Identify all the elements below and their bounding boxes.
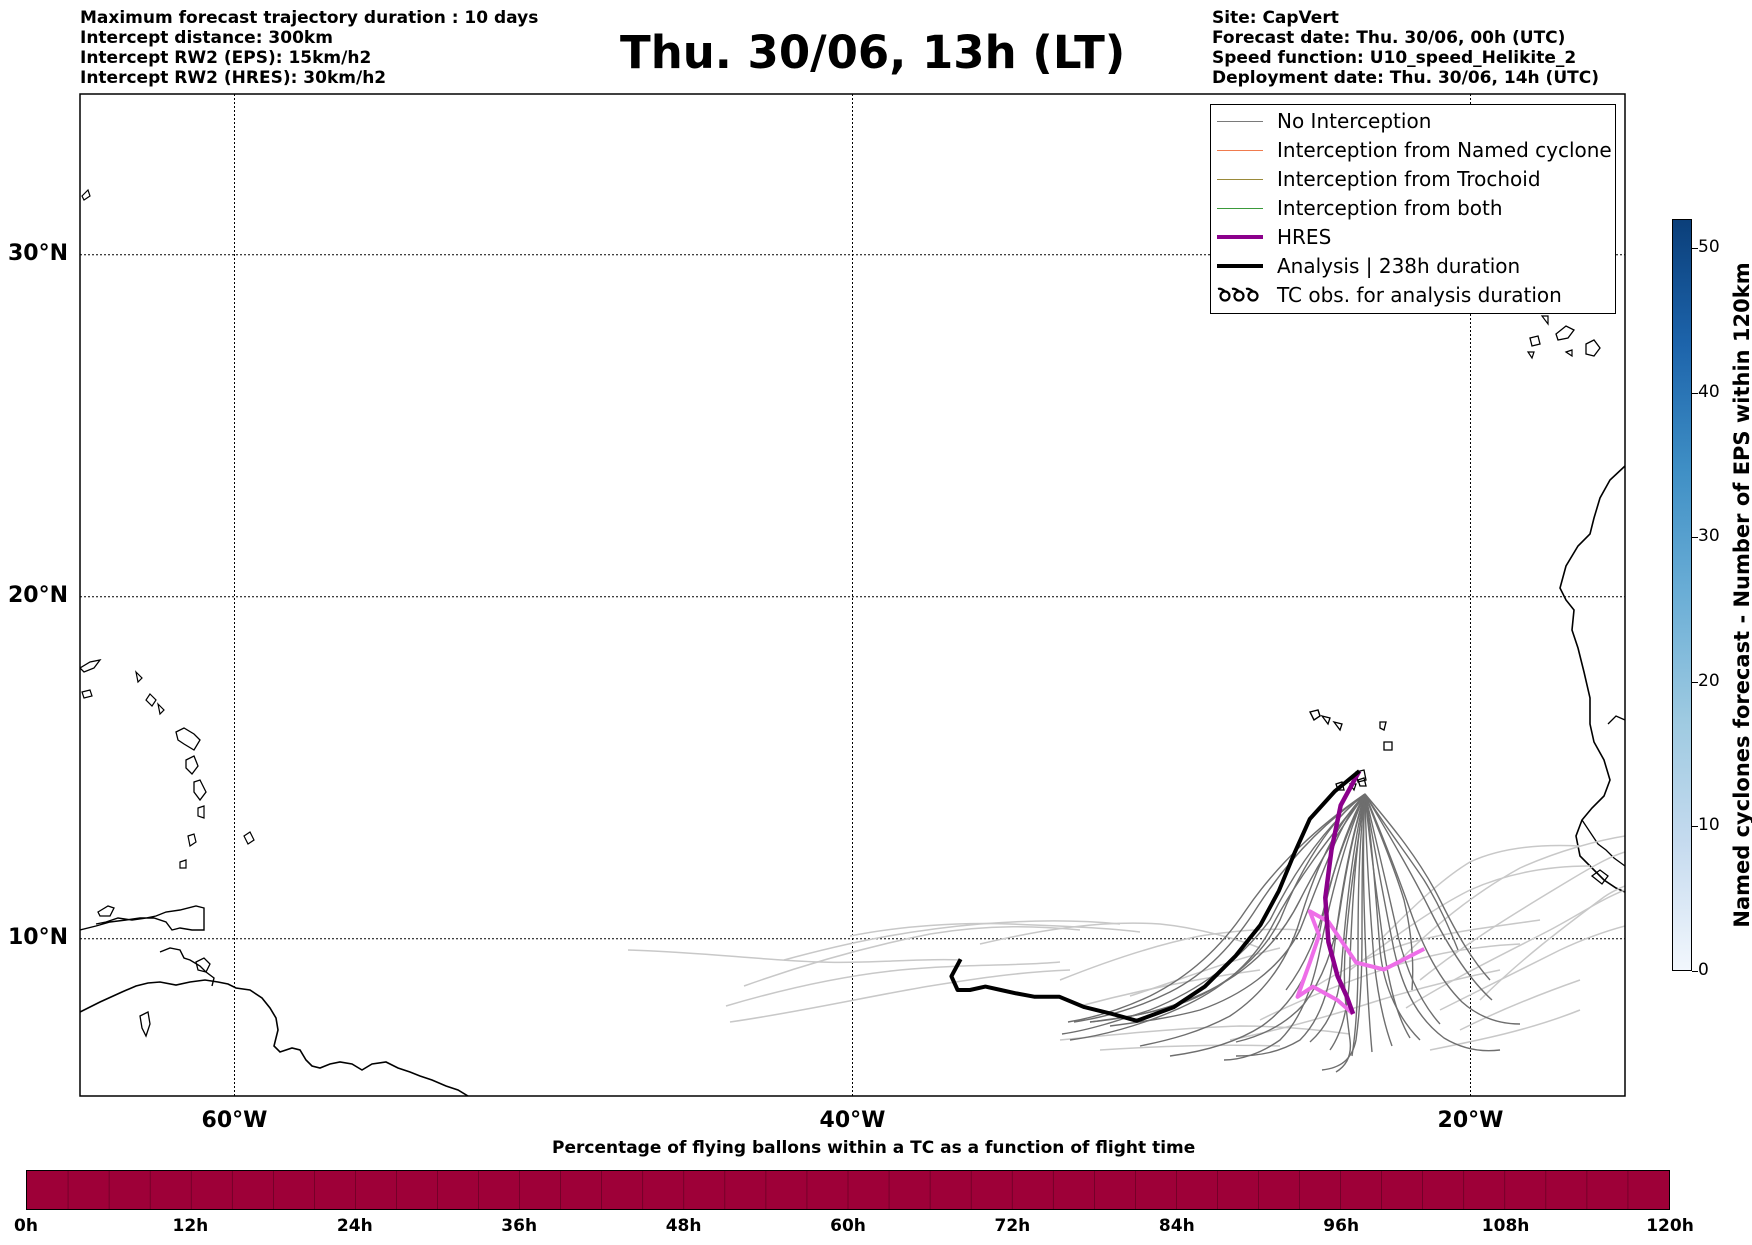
parameter-line: Intercept distance: 300km [80,28,333,48]
colorbar-tick-label: 10 [1698,815,1720,836]
colorbar-tick-mark [1692,971,1698,972]
flight-time-tick: 12h [172,1216,209,1236]
legend-item-no-interception: No Interception [1217,107,1431,135]
flight-time-colorbar [26,1170,1670,1210]
lat-label-30n: 30°N [8,240,69,266]
flight-time-tick: 0h [14,1216,38,1236]
colorbar-segments [27,1171,1669,1209]
legend-swatch [1217,149,1263,151]
map-legend: No Interception Interception from Named … [1210,104,1616,314]
legend-label: Interception from Named cyclone [1277,138,1612,162]
legend-swatch [1217,235,1263,239]
legend-item-hres: HRES [1217,223,1331,251]
legend-swatch [1217,207,1263,209]
colorbar-tick-mark [1692,247,1698,249]
legend-label: Interception from both [1277,196,1503,220]
colorbar-tick-label: 40 [1698,381,1720,402]
flight-time-tick: 108h [1481,1216,1530,1236]
colorbar-tick-mark [1692,826,1698,828]
map-frame [79,93,1626,1097]
colorbar-tick-label: 50 [1698,236,1720,257]
colorbar-tick-label: 0 [1698,960,1709,980]
site-line: Deployment date: Thu. 30/06, 14h (UTC) [1212,68,1599,88]
legend-label: TC obs. for analysis duration [1277,283,1562,307]
forecast-tracks [949,769,1426,1023]
flight-time-tick: 96h [1323,1216,1360,1236]
flight-time-tick: 84h [1158,1216,1195,1236]
site-line: Forecast date: Thu. 30/06, 00h (UTC) [1212,28,1566,48]
hres-late-track [1295,909,1426,1016]
legend-item-analysis: Analysis | 238h duration [1217,252,1520,280]
page-title: Thu. 30/06, 13h (LT) [620,26,1126,79]
legend-swatch [1217,120,1263,122]
flight-time-tick: 24h [336,1216,373,1236]
colorbar-label: Named cyclones forecast - Number of EPS … [1730,262,1752,928]
flight-time-tick: 60h [830,1216,866,1236]
lat-label-20n: 20°N [8,582,69,608]
colorbar-tick-mark [1692,392,1698,394]
parameter-line: Intercept RW2 (EPS): 15km/h2 [80,48,372,68]
colorbar-tick-label: 20 [1698,670,1720,691]
legend-item-tc-obs: TC obs. for analysis duration [1217,281,1562,309]
legend-swatch [1217,178,1263,180]
legend-swatch [1217,264,1263,268]
cyclone-symbol-icon [1217,287,1259,302]
legend-label: HRES [1277,225,1332,249]
colorbar-tick-mark [1692,537,1698,539]
flight-time-tick: 72h [994,1216,1031,1236]
site-line: Speed function: U10_speed_Helikite_2 [1212,48,1577,68]
flight-time-tick: 48h [665,1216,702,1236]
lat-label-10n: 10°N [8,924,69,950]
colorbar-tick-label: 30 [1698,526,1720,547]
flight-time-tick: 120h [1646,1216,1694,1236]
legend-item-trochoid: Interception from Trochoid [1217,165,1541,193]
site-line: Site: CapVert [1212,8,1339,28]
colorbar-tick-mark [1692,681,1698,683]
lon-label-20w: 20°W [1437,1108,1504,1133]
parameter-line: Maximum forecast trajectory duration : 1… [80,8,539,28]
legend-label: Analysis | 238h duration [1277,254,1521,278]
analysis-track [949,769,1361,1023]
coastlines [80,188,1625,1096]
flight-time-tick: 36h [501,1216,538,1236]
lon-label-40w: 40°W [819,1108,886,1133]
parameter-line: Intercept RW2 (HRES): 30km/h2 [80,68,387,88]
graticule [80,94,1625,1096]
lon-label-60w: 60°W [201,1108,268,1133]
legend-item-named-cyclone: Interception from Named cyclone [1217,136,1612,164]
forecast-parameters: Maximum forecast trajectory duration : 1… [80,8,538,88]
cyclone-count-colorbar [1672,219,1692,971]
flight-time-colorbar-title: Percentage of flying ballons within a TC… [552,1138,1196,1158]
legend-label: Interception from Trochoid [1277,167,1541,191]
legend-label: No Interception [1277,109,1432,133]
legend-item-both: Interception from both [1217,194,1503,222]
site-info: Site: CapVert Forecast date: Thu. 30/06,… [1212,8,1599,88]
hres-track [1323,770,1362,1015]
